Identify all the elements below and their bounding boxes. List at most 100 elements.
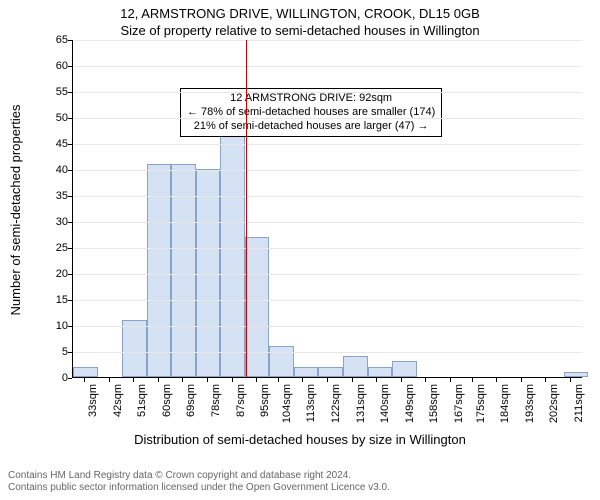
gridline <box>73 144 582 145</box>
y-tick-mark <box>68 378 72 379</box>
x-tick-label: 78sqm <box>210 384 222 434</box>
y-tick-label: 45 <box>38 138 68 150</box>
x-tick-mark <box>352 378 353 382</box>
y-tick-label: 5 <box>38 346 68 358</box>
x-axis-label: Distribution of semi-detached houses by … <box>0 432 600 447</box>
x-tick-label: 42sqm <box>112 384 124 434</box>
histogram-bar <box>392 361 417 377</box>
plot-area: 12 ARMSTRONG DRIVE: 92sqm ← 78% of semi-… <box>72 40 582 378</box>
x-tick-label: 149sqm <box>404 384 416 434</box>
y-tick-label: 55 <box>38 86 68 98</box>
x-tick-mark <box>545 378 546 382</box>
histogram-bar <box>269 346 294 377</box>
x-tick-mark <box>425 378 426 382</box>
histogram-bar <box>368 367 393 377</box>
reference-line <box>246 40 247 377</box>
histogram-bar <box>196 169 221 377</box>
footer-attribution: Contains HM Land Registry data © Crown c… <box>8 470 390 494</box>
y-tick-mark <box>68 170 72 171</box>
histogram-bar <box>122 320 147 377</box>
footer-line1: Contains HM Land Registry data © Crown c… <box>8 470 390 482</box>
chart-title-sub: Size of property relative to semi-detach… <box>0 23 600 38</box>
gridline <box>73 170 582 171</box>
y-axis-label: Number of semi-detached properties <box>8 105 23 316</box>
y-tick-mark <box>68 274 72 275</box>
y-tick-label: 65 <box>38 34 68 46</box>
x-tick-label: 104sqm <box>281 384 293 434</box>
y-tick-mark <box>68 222 72 223</box>
x-tick-label: 51sqm <box>136 384 148 434</box>
x-tick-mark <box>521 378 522 382</box>
histogram-bar <box>318 367 343 377</box>
y-tick-label: 10 <box>38 320 68 332</box>
gridline <box>73 92 582 93</box>
x-tick-mark <box>133 378 134 382</box>
x-tick-mark <box>376 378 377 382</box>
gridline <box>73 66 582 67</box>
histogram-bar <box>294 367 319 377</box>
y-tick-label: 35 <box>38 190 68 202</box>
x-tick-label: 211sqm <box>573 384 585 434</box>
y-tick-mark <box>68 144 72 145</box>
y-tick-label: 0 <box>38 372 68 384</box>
y-tick-label: 50 <box>38 112 68 124</box>
x-tick-mark <box>450 378 451 382</box>
y-tick-label: 40 <box>38 164 68 176</box>
y-tick-mark <box>68 300 72 301</box>
chart-title-main: 12, ARMSTRONG DRIVE, WILLINGTON, CROOK, … <box>0 6 600 21</box>
histogram-bar <box>343 356 368 377</box>
x-tick-mark <box>256 378 257 382</box>
annotation-line3: 21% of semi-detached houses are larger (… <box>187 120 435 134</box>
x-tick-mark <box>182 378 183 382</box>
histogram-bar <box>73 367 98 377</box>
gridline <box>73 248 582 249</box>
gridline <box>73 222 582 223</box>
x-tick-label: 193sqm <box>524 384 536 434</box>
y-tick-mark <box>68 66 72 67</box>
gridline <box>73 326 582 327</box>
x-tick-label: 87sqm <box>235 384 247 434</box>
histogram-bar <box>220 112 245 377</box>
gridline <box>73 118 582 119</box>
y-tick-label: 25 <box>38 242 68 254</box>
x-tick-label: 131sqm <box>355 384 367 434</box>
y-tick-label: 15 <box>38 294 68 306</box>
footer-line2: Contains public sector information licen… <box>8 482 390 494</box>
y-tick-mark <box>68 326 72 327</box>
x-tick-label: 113sqm <box>305 384 317 434</box>
y-tick-mark <box>68 40 72 41</box>
x-tick-label: 122sqm <box>330 384 342 434</box>
y-tick-mark <box>68 196 72 197</box>
gridline <box>73 352 582 353</box>
y-tick-mark <box>68 352 72 353</box>
x-tick-mark <box>496 378 497 382</box>
gridline <box>73 196 582 197</box>
y-tick-label: 60 <box>38 60 68 72</box>
x-tick-label: 95sqm <box>259 384 271 434</box>
x-tick-mark <box>158 378 159 382</box>
x-tick-label: 33sqm <box>87 384 99 434</box>
x-tick-label: 60sqm <box>161 384 173 434</box>
y-tick-label: 30 <box>38 216 68 228</box>
gridline <box>73 40 582 41</box>
x-tick-mark <box>278 378 279 382</box>
gridline <box>73 300 582 301</box>
x-tick-mark <box>302 378 303 382</box>
x-tick-mark <box>109 378 110 382</box>
x-tick-label: 175sqm <box>475 384 487 434</box>
gridline <box>73 274 582 275</box>
y-tick-mark <box>68 118 72 119</box>
x-tick-label: 184sqm <box>499 384 511 434</box>
x-tick-label: 167sqm <box>453 384 465 434</box>
y-tick-mark <box>68 248 72 249</box>
annotation-box: 12 ARMSTRONG DRIVE: 92sqm ← 78% of semi-… <box>180 88 442 137</box>
annotation-line1: 12 ARMSTRONG DRIVE: 92sqm <box>187 92 435 106</box>
x-tick-mark <box>472 378 473 382</box>
x-tick-mark <box>570 378 571 382</box>
y-tick-mark <box>68 92 72 93</box>
x-tick-mark <box>207 378 208 382</box>
histogram-bar <box>564 372 589 377</box>
histogram-bar <box>245 237 270 377</box>
x-tick-label: 140sqm <box>379 384 391 434</box>
x-tick-label: 202sqm <box>548 384 560 434</box>
